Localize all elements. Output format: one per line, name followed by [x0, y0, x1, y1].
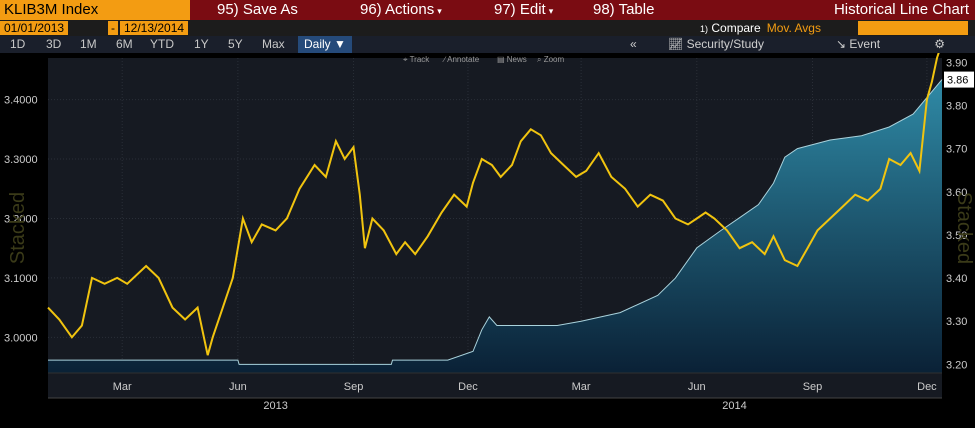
x-tick-label: Sep	[803, 381, 823, 393]
year-label: 2014	[722, 400, 746, 412]
mov-avgs-dropdown[interactable]: Mov. Avgs	[766, 21, 821, 35]
left-tick-label: 3.2000	[4, 213, 38, 225]
right-tick-label: 3.90	[946, 57, 967, 69]
range-max[interactable]: Max	[262, 37, 285, 51]
track-tool[interactable]: ⌖ Track	[403, 55, 430, 64]
start-date-field[interactable]: 01/01/2013	[0, 21, 69, 35]
event-label: Event	[849, 37, 881, 51]
area-series	[48, 79, 942, 373]
x-axis-ticks: Mar Jun Sep Dec Mar Jun Sep Dec 2013 2014	[113, 381, 937, 412]
actions-menu[interactable]: 96) Actions ▾	[360, 0, 442, 20]
x-tick-label: Mar	[572, 381, 591, 393]
compare-field[interactable]	[858, 21, 968, 35]
left-tick-label: 3.0000	[4, 332, 38, 344]
range-6m[interactable]: 6M	[116, 37, 133, 51]
right-tick-label: 3.60	[946, 187, 967, 199]
right-tick-label: 3.30	[946, 316, 967, 328]
news-tool[interactable]: ▤ News	[497, 55, 527, 64]
left-tick-label: 3.3000	[4, 154, 38, 166]
left-tick-label: 3.4000	[4, 95, 38, 107]
range-1m[interactable]: 1M	[80, 37, 97, 51]
area-series-line	[48, 79, 943, 365]
chart-tool-icon: 📈︎	[668, 37, 684, 51]
x-tick-label: Mar	[113, 381, 132, 393]
right-axis-label: Stacked	[953, 192, 975, 264]
right-tick-label: 3.50	[946, 230, 967, 242]
range-ytd[interactable]: YTD	[150, 37, 174, 51]
date-separator: -	[108, 21, 118, 35]
annotate-tool[interactable]: ∕ Annotate	[442, 55, 480, 64]
x-tick-label: Jun	[688, 381, 706, 393]
title-bar	[0, 0, 975, 20]
date-bar	[0, 20, 975, 36]
compare-label: Compare	[711, 21, 761, 35]
right-tick-label: 3.40	[946, 273, 967, 285]
right-tick-label: 3.20	[946, 359, 967, 371]
x-tick-label: Jun	[229, 381, 247, 393]
compare-button[interactable]: 1) Compare Mov. Avgs	[700, 20, 821, 36]
x-tick-label: Sep	[344, 381, 364, 393]
table-label: 98) Table	[593, 1, 655, 18]
save-as-label: 95) Save As	[217, 1, 298, 18]
event-button[interactable]: ↘ Event	[836, 36, 880, 53]
right-tick-label: 3.70	[946, 144, 967, 156]
security-study-label: Security/Study	[686, 37, 764, 51]
end-date-field[interactable]: 12/13/2014	[120, 21, 189, 35]
year-label: 2013	[263, 400, 287, 412]
chart-toolbar: ⌖ Track ∕ Annotate ▤ News ⌕ Zoom	[403, 55, 564, 64]
save-as-menu[interactable]: 95) Save As	[217, 0, 298, 20]
gear-icon[interactable]: ⚙	[934, 37, 945, 51]
left-axis-label: Stacked	[7, 192, 29, 264]
range-1d[interactable]: 1D	[10, 37, 26, 51]
period-dropdown[interactable]: Daily ▼	[298, 36, 352, 53]
chevron-down-icon: ▾	[548, 6, 554, 16]
right-badge-value: 3.86	[947, 75, 968, 87]
edit-label: 97) Edit	[494, 1, 546, 18]
ticker-field[interactable]: KLIB3M Index	[0, 0, 190, 20]
back-button[interactable]: «	[630, 37, 637, 51]
right-tick-label: 3.80	[946, 100, 967, 112]
right-current-value-badge: 3.86	[944, 71, 974, 88]
range-5y[interactable]: 5Y	[228, 37, 243, 51]
range-toolbar	[0, 36, 975, 53]
x-tick-label: Dec	[917, 381, 937, 393]
range-1y[interactable]: 1Y	[194, 37, 209, 51]
event-icon: ↘	[836, 37, 847, 51]
range-3d[interactable]: 3D	[46, 37, 62, 51]
left-tick-label: 3.1000	[4, 273, 38, 285]
security-study-button[interactable]: 📈︎ Security/Study	[668, 36, 764, 53]
table-menu[interactable]: 98) Table	[593, 0, 654, 20]
compare-number: 1)	[700, 24, 709, 34]
right-axis-ticks: 3.20 3.30 3.40 3.50 3.60 3.70 3.80 3.90	[946, 57, 967, 371]
zoom-tool[interactable]: ⌕ Zoom	[537, 55, 564, 64]
x-tick-label: Dec	[458, 381, 478, 393]
chevron-down-icon: ▾	[437, 6, 442, 16]
chart-type-title: Historical Line Chart	[833, 1, 969, 18]
left-axis-ticks: 3.0000 3.1000 3.2000 3.3000 3.4000	[4, 95, 38, 345]
edit-menu[interactable]: 97) Edit ▾	[494, 0, 553, 20]
right-badge-box	[944, 71, 974, 88]
line-series	[47, 53, 940, 356]
actions-label: 96) Actions	[360, 1, 435, 18]
